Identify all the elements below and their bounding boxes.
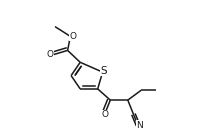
Text: O: O: [101, 110, 108, 119]
Text: O: O: [46, 50, 53, 59]
Text: S: S: [100, 66, 107, 76]
Text: O: O: [69, 32, 76, 41]
Text: N: N: [135, 121, 142, 130]
